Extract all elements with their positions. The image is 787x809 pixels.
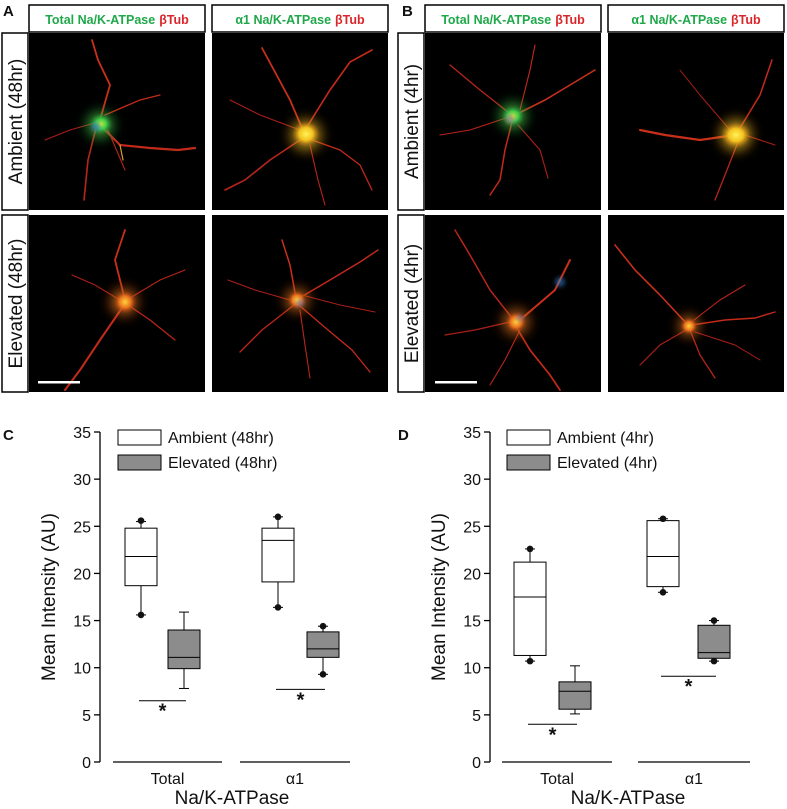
box-outlier-point bbox=[137, 611, 145, 619]
x-axis-title: Na/K-ATPase bbox=[175, 788, 290, 809]
chart-d: D 0 5 10 15 20 25 30 35 Mean Intensity (AU) Total α… bbox=[398, 425, 750, 809]
col-header-box-a1 bbox=[28, 4, 206, 33]
col-header-b2: α1 Na/K-ATPase βTub bbox=[631, 13, 761, 27]
col-header-b1: Total Na/K-ATPase βTub bbox=[441, 13, 585, 27]
y-tick-label: 15 bbox=[463, 614, 481, 631]
significance-star: * bbox=[159, 701, 167, 723]
micrograph-a-ambient-alpha1 bbox=[212, 33, 388, 210]
panel-b: B Total Na/K-ATPase βTub α1 Na/K-ATPase βT… bbox=[397, 3, 785, 393]
y-tick-label: 15 bbox=[73, 614, 91, 631]
y-tick-label: 0 bbox=[82, 755, 91, 772]
legend-swatch-elevated bbox=[117, 454, 162, 471]
y-tick-label: 30 bbox=[463, 472, 481, 489]
legend-label: Elevated (4hr) bbox=[557, 455, 658, 472]
y-tick-label: 5 bbox=[472, 708, 481, 725]
row-label-box-a-elevated bbox=[1, 214, 29, 393]
panel-letter-d: D bbox=[398, 427, 409, 444]
y-axis-title: Mean Intensity (AU) bbox=[429, 513, 450, 681]
box-outlier-point bbox=[274, 604, 282, 611]
row-label-a-elevated: Elevated (48hr) bbox=[6, 239, 27, 369]
box-outlier-point bbox=[659, 588, 667, 596]
panel-letter-a: A bbox=[3, 3, 14, 20]
y-tick-label: 10 bbox=[463, 661, 481, 678]
col-header-box-b2 bbox=[607, 4, 785, 33]
y-tick-label: 25 bbox=[463, 519, 481, 536]
box-elevated bbox=[558, 681, 592, 710]
micrograph-a-elevated-alpha1 bbox=[212, 215, 388, 392]
box-outlier-point bbox=[710, 657, 718, 665]
scale-bar-a bbox=[38, 381, 80, 384]
box-outlier-point bbox=[526, 657, 534, 665]
micrograph-b-ambient-total bbox=[425, 33, 601, 210]
box-elevated bbox=[306, 631, 340, 658]
box-outlier-point bbox=[319, 622, 327, 630]
row-label-box-b-ambient bbox=[397, 32, 425, 211]
col-header-a2: α1 Na/K-ATPase βTub bbox=[235, 13, 365, 27]
row-label-b-ambient: Ambient (4hr) bbox=[402, 64, 423, 179]
micrograph-b-ambient-alpha1 bbox=[608, 33, 784, 210]
legend-label: Ambient (4hr) bbox=[557, 430, 654, 447]
y-tick-label: 25 bbox=[73, 519, 91, 536]
row-label-box-a-ambient bbox=[1, 32, 29, 211]
box-ambient bbox=[513, 561, 547, 656]
box-outlier-point bbox=[137, 517, 145, 524]
y-tick-label: 35 bbox=[463, 425, 481, 442]
box-ambient bbox=[646, 520, 680, 588]
significance-star: * bbox=[297, 689, 305, 711]
box-outlier-point bbox=[659, 515, 667, 523]
box-outlier-point bbox=[526, 545, 534, 553]
x-category-label: α1 bbox=[685, 771, 703, 788]
y-axis-title: Mean Intensity (AU) bbox=[39, 513, 60, 681]
scale-bar-b bbox=[435, 381, 477, 384]
x-category-label: Total bbox=[151, 771, 185, 788]
row-label-b-elevated: Elevated (4hr) bbox=[402, 244, 423, 363]
legend-swatch-ambient bbox=[117, 429, 162, 446]
row-label-box-b-elevated bbox=[397, 214, 425, 393]
box-outlier-point bbox=[274, 513, 282, 521]
significance-star: * bbox=[549, 724, 557, 746]
y-tick-label: 20 bbox=[463, 566, 481, 583]
significance-star: * bbox=[685, 676, 693, 698]
y-tick-label: 10 bbox=[73, 661, 91, 678]
box-outlier-point bbox=[710, 617, 718, 624]
micrograph-a-ambient-total bbox=[29, 33, 205, 210]
box-elevated bbox=[697, 624, 731, 659]
row-label-a-ambient: Ambient (48hr) bbox=[6, 59, 27, 185]
x-category-label: α1 bbox=[286, 771, 304, 788]
panel-letter-c: C bbox=[3, 427, 14, 444]
y-tick-label: 20 bbox=[73, 566, 91, 583]
x-axis-title: Na/K-ATPase bbox=[571, 788, 686, 809]
box-elevated bbox=[167, 629, 201, 670]
y-tick-label: 35 bbox=[73, 425, 91, 442]
legend-swatch-elevated bbox=[506, 454, 551, 471]
micrograph-a-elevated-total bbox=[29, 215, 205, 392]
col-header-box-b1 bbox=[424, 4, 602, 33]
micrograph-b-elevated-alpha1 bbox=[608, 215, 784, 392]
col-header-a1: Total Na/K-ATPase βTub bbox=[45, 13, 189, 27]
box-outlier-point bbox=[319, 671, 327, 678]
y-tick-label: 30 bbox=[73, 472, 91, 489]
x-category-label: Total bbox=[540, 771, 574, 788]
legend-label: Elevated (48hr) bbox=[168, 455, 277, 472]
legend-label: Ambient (48hr) bbox=[168, 430, 274, 447]
panel-letter-b: B bbox=[402, 3, 413, 20]
chart-c: C 0 5 10 15 20 25 30 35 Mean Intensity (AU) Total α… bbox=[3, 425, 350, 809]
y-tick-label: 5 bbox=[82, 708, 91, 725]
micrograph-b-elevated-total bbox=[425, 215, 601, 392]
legend-swatch-ambient bbox=[506, 429, 551, 446]
panel-a: A Total Na/K-ATPase βTub α1 Na/K-ATPase βT… bbox=[1, 3, 389, 393]
col-header-box-a2 bbox=[211, 4, 389, 33]
y-tick-label: 0 bbox=[472, 755, 481, 772]
box-ambient bbox=[261, 527, 295, 583]
